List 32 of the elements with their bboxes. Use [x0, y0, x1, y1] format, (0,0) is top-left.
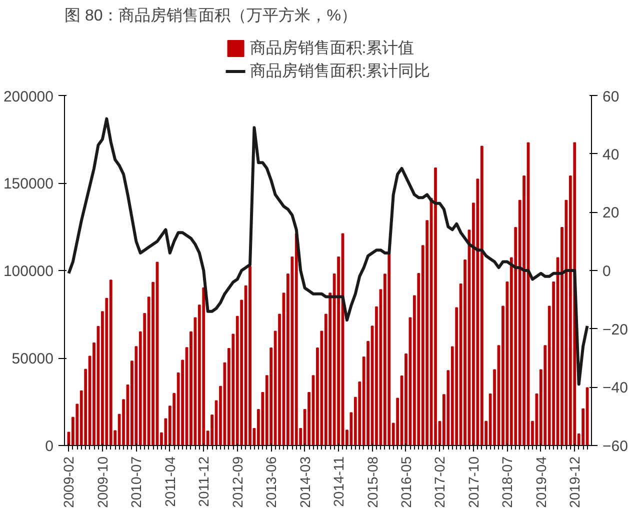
- y-tick-label: 150000: [3, 176, 54, 192]
- x-tick-label: 2010-07: [128, 456, 144, 508]
- y2-tick-label: 40: [602, 146, 620, 164]
- x-tick-label: 2009-10: [94, 456, 110, 508]
- x-tick-label: 2011-04: [162, 456, 178, 507]
- y-tick-label: 100000: [3, 263, 54, 280]
- y2-tick-label: 20: [602, 204, 620, 222]
- x-tick-label: 2013-06: [263, 456, 280, 508]
- y-tick-label: 200000: [3, 88, 54, 106]
- x-tick-label: 2014-11: [330, 456, 347, 507]
- y2-tick-label: −20: [602, 321, 628, 338]
- y2-tick-label: 0: [602, 263, 611, 280]
- line-series: [67, 117, 589, 386]
- legend-label: 商品房销售面积:累计同比: [250, 62, 430, 82]
- legend-label: 商品房销售面积:累计值: [250, 38, 414, 58]
- x-tick-label: 2011-12: [196, 456, 212, 507]
- y2-tick-label: −40: [602, 380, 628, 397]
- x-tick-label: 2019-12: [566, 456, 583, 508]
- y-tick-label: 50000: [12, 350, 54, 368]
- x-tick-label: 2017-10: [465, 456, 482, 508]
- chart-title: 图 80：商品房销售面积（万平方米，%）: [64, 6, 357, 24]
- x-tick-label: 2016-05: [398, 456, 414, 508]
- x-tick-label: 2014-03: [296, 456, 313, 508]
- x-tick-label: 2019-04: [532, 456, 549, 508]
- y-tick-label: 0: [45, 438, 54, 455]
- x-tick-label: 2018-07: [499, 456, 516, 508]
- y2-tick-label: −60: [602, 438, 628, 455]
- y2-tick-label: 60: [602, 88, 620, 106]
- x-tick-label: 2012-09: [229, 456, 246, 508]
- x-tick-label: 2017-02: [432, 456, 448, 508]
- x-tick-label: 2015-08: [364, 456, 380, 508]
- x-tick-label: 2009-02: [60, 456, 77, 508]
